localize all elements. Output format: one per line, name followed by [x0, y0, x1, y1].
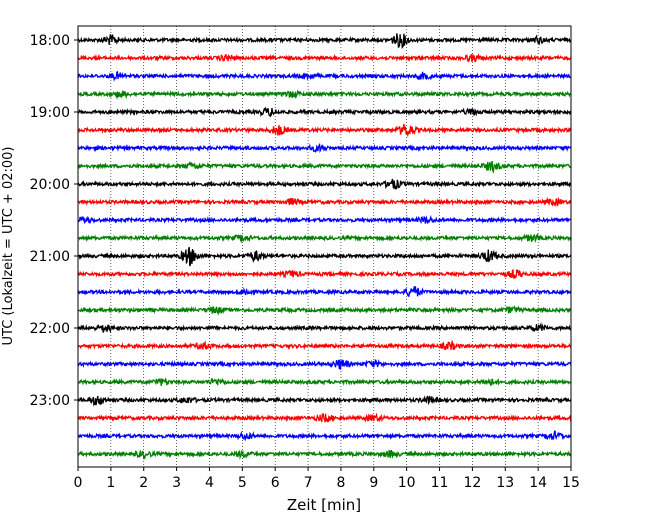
y-axis-ticks: 18:00 19:00 20:00 21:00 22:00 23:00: [30, 33, 78, 409]
x-tick-label: 9: [369, 475, 378, 491]
y-tick-label: 21:00: [30, 249, 70, 265]
trace-group: [77, 33, 572, 461]
seismic-trace: [77, 305, 572, 316]
seismic-trace: [77, 232, 572, 244]
plot-frame: [77, 25, 572, 468]
x-tick-label: 14: [529, 475, 547, 491]
seismic-trace: [77, 178, 572, 190]
x-tick-label: 10: [398, 475, 416, 491]
x-tick-label: 2: [139, 475, 148, 491]
x-tick-label: 7: [304, 475, 313, 491]
seismic-trace: [77, 430, 572, 442]
seismic-trace: [77, 70, 572, 82]
y-axis-label: UTC (Lokalzeit = UTC + 02:00): [1, 147, 16, 346]
seismic-trace: [77, 89, 572, 100]
seismic-trace: [77, 377, 572, 387]
y-tick-label: 18:00: [30, 33, 70, 49]
seismic-trace: [77, 449, 572, 461]
seismic-trace: [77, 339, 572, 351]
x-tick-label: 15: [562, 475, 580, 491]
y-tick-label: 23:00: [30, 393, 70, 409]
x-tick-label: 12: [463, 475, 481, 491]
x-tick-label: 5: [238, 475, 247, 491]
x-tick-label: 0: [74, 475, 83, 491]
x-tick-label: 1: [106, 475, 115, 491]
seismic-trace: [77, 246, 572, 267]
seismic-trace: [77, 33, 572, 49]
seismic-trace: [77, 53, 572, 63]
seismic-trace: [77, 160, 572, 175]
seismic-trace: [77, 395, 572, 407]
seismic-trace: [77, 214, 572, 225]
seismic-trace: [77, 412, 572, 423]
seismic-trace: [77, 268, 572, 279]
x-tick-label: 8: [336, 475, 345, 491]
seismic-trace: [77, 123, 572, 138]
x-tick-label: 13: [496, 475, 514, 491]
seismic-trace: [77, 286, 572, 297]
y-tick-label: 19:00: [30, 105, 70, 121]
y-tick-label: 22:00: [30, 321, 70, 337]
x-tick-label: 3: [172, 475, 181, 491]
seismic-trace: [77, 106, 572, 118]
seismic-trace: [77, 196, 572, 207]
seismic-trace: [77, 358, 572, 370]
x-axis-label: Zeit [min]: [287, 496, 361, 514]
seismic-trace: [77, 321, 572, 334]
x-axis-ticks: 0 1 2 3 4 5 6 7 8 9 10 11 12 13 14 15: [74, 467, 580, 491]
seismic-trace: [77, 142, 572, 154]
y-tick-label: 20:00: [30, 177, 70, 193]
x-tick-label: 6: [271, 475, 280, 491]
x-tick-label: 4: [205, 475, 214, 491]
x-tick-label: 11: [431, 475, 449, 491]
